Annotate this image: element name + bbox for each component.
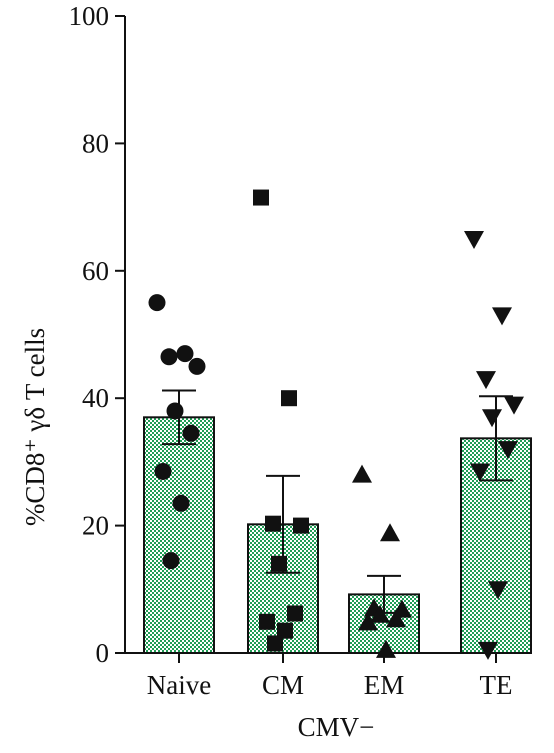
data-point-naive <box>162 552 180 570</box>
data-point-em <box>370 604 390 623</box>
data-point-em <box>358 612 378 631</box>
data-point-cm <box>271 555 287 572</box>
y-tick-label: 100 <box>69 1 110 31</box>
data-point-em <box>386 609 406 628</box>
data-point-cm <box>259 613 275 630</box>
data-point-te <box>498 441 518 460</box>
data-point-naive <box>160 348 178 366</box>
data-point-naive <box>188 357 206 375</box>
data-point-cm <box>267 635 283 652</box>
data-point-naive <box>166 402 184 420</box>
y-tick-label: 0 <box>96 638 110 668</box>
data-point-te <box>482 409 502 428</box>
y-tick-label: 80 <box>82 128 109 158</box>
x-tick-label-cm: CM <box>262 670 304 700</box>
data-point-naive <box>148 294 166 312</box>
y-tick-label: 60 <box>82 256 109 286</box>
data-point-te <box>478 641 498 660</box>
x-axis-title: CMV− <box>298 712 375 742</box>
x-tick-label-em: EM <box>364 670 405 700</box>
data-point-te <box>464 230 484 249</box>
points-layer <box>148 189 524 660</box>
bars-layer <box>143 416 532 654</box>
data-point-naive <box>182 424 200 442</box>
bar-naive <box>143 416 215 654</box>
x-tick-label-naive: Naive <box>147 670 211 700</box>
data-point-te <box>476 371 496 390</box>
data-point-naive <box>154 462 172 480</box>
data-point-cm <box>277 622 293 639</box>
data-point-naive <box>176 345 194 363</box>
y-axis-title: %CD8⁺ γδ T cells <box>20 328 50 526</box>
data-point-naive <box>172 494 190 512</box>
data-point-te <box>470 463 490 482</box>
data-point-te <box>504 396 524 415</box>
data-point-cm <box>293 517 309 534</box>
data-point-em <box>352 464 372 483</box>
data-point-cm <box>265 515 281 532</box>
axes-layer: 0 20 40 60 80 100 Naive CM EM TE <box>69 1 530 700</box>
y-tick-label: 20 <box>82 511 109 541</box>
y-tick-label: 40 <box>82 383 109 413</box>
data-point-cm <box>281 390 297 407</box>
data-point-te <box>492 307 512 326</box>
data-point-em <box>380 523 400 542</box>
x-tick-label-te: TE <box>480 670 513 700</box>
data-point-cm <box>287 605 303 622</box>
data-point-te <box>488 581 508 600</box>
data-point-cm <box>253 189 269 206</box>
